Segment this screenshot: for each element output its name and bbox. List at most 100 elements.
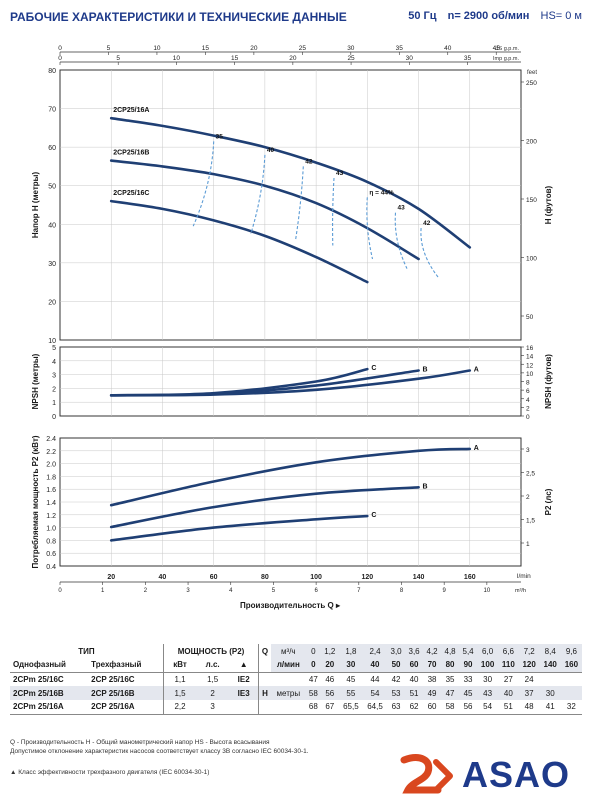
h-cell: 47 bbox=[308, 674, 318, 684]
y-tick-label: 40 bbox=[48, 222, 56, 229]
q-m3h-cell: 4,2 bbox=[423, 644, 442, 658]
q-m3h-cell: 8,4 bbox=[539, 644, 561, 658]
y-tick-label: 3 bbox=[52, 373, 56, 380]
y-axis-label-right: NPSH (футов) bbox=[544, 354, 553, 409]
y-axis-label: Потребляемая мощность P2 (кВт) bbox=[31, 435, 40, 568]
model-single: 2CPm 25/16C bbox=[13, 674, 64, 684]
q-m3h-cell: 1,8 bbox=[338, 644, 363, 658]
series-label: B bbox=[423, 366, 428, 373]
q-m3h-cell: 4,8 bbox=[441, 644, 460, 658]
bottom-axis-unit: m³/h bbox=[515, 588, 526, 594]
q-spacer bbox=[258, 658, 271, 672]
top-tick-label: 0 bbox=[58, 55, 62, 62]
y-axis-label-right: H (футов) bbox=[544, 185, 553, 224]
q-lmin-cell: 70 bbox=[423, 658, 442, 672]
top-tick-label: 30 bbox=[406, 55, 414, 62]
suction-height-label: HS= 0 м bbox=[540, 10, 583, 22]
series-label: A bbox=[474, 445, 479, 452]
h-cell: 35 bbox=[445, 674, 455, 684]
x-tick-label: 80 bbox=[261, 574, 269, 581]
q-m3h-cell: 0 bbox=[305, 644, 321, 658]
y-tick-label: 2.4 bbox=[46, 436, 56, 443]
right-tick-label: 1,5 bbox=[526, 518, 535, 525]
top-tick-label: 0 bbox=[58, 45, 62, 52]
right-tick-label: 150 bbox=[526, 197, 537, 204]
y-tick-label: 0.8 bbox=[46, 538, 56, 545]
efficiency-label: 40 bbox=[267, 147, 275, 154]
series-line bbox=[109, 199, 369, 284]
h-cell: 41 bbox=[545, 702, 555, 712]
power-kw: 1,5 bbox=[162, 686, 197, 700]
q-lmin-cell: 110 bbox=[498, 658, 519, 672]
q-m3h-cell: 3,6 bbox=[405, 644, 424, 658]
q-m3h-cell: 1,2 bbox=[320, 644, 339, 658]
plot-frame bbox=[59, 346, 522, 417]
x-tick-label: 20 bbox=[107, 574, 115, 581]
right-tick-label: 1 bbox=[526, 541, 530, 548]
q-m3h-cell: 9,6 bbox=[560, 644, 582, 658]
right-tick-label: 250 bbox=[526, 80, 537, 87]
q-lmin-cell: 20 bbox=[320, 658, 339, 672]
h-cell: 30 bbox=[483, 674, 493, 684]
y-axis-label-right: P2 (лс) bbox=[544, 488, 553, 515]
h-cell: 27 bbox=[503, 674, 513, 684]
efficiency-curve bbox=[366, 197, 374, 260]
footnote-legend: Q - Производительность H - Общий маномет… bbox=[10, 739, 270, 746]
h-cell: 42 bbox=[391, 674, 401, 684]
table-header-row-1: ТИП МОЩНОСТЬ (P2) Q м³/ч 0 1,2 1,8 2,4 3… bbox=[10, 644, 582, 658]
h-cell: 63 bbox=[391, 702, 401, 712]
efficiency-curve bbox=[250, 154, 266, 235]
h-cell: 44 bbox=[370, 674, 380, 684]
h-cell: 37 bbox=[518, 686, 540, 700]
logo-mark-icon bbox=[400, 754, 453, 794]
h-cell bbox=[560, 686, 582, 700]
h-cell: 68 bbox=[308, 702, 318, 712]
q-lmin-cell: 50 bbox=[387, 658, 406, 672]
y-tick-label: 1.4 bbox=[46, 500, 56, 507]
h-cell: 49 bbox=[423, 686, 442, 700]
data-table: ТИП МОЩНОСТЬ (P2) Q м³/ч 0 1,2 1,8 2,4 3… bbox=[10, 644, 582, 715]
table-row: 2CPm 25/16C 2CP 25/16C 1,1 1,5 IE2 47 46… bbox=[10, 672, 582, 686]
q-m3h-cell: 6,0 bbox=[477, 644, 499, 658]
footnote-tolerance: Допустимое отклонение характеристик насо… bbox=[10, 748, 309, 755]
series-label: B bbox=[423, 483, 428, 490]
h-cell: 48 bbox=[524, 702, 534, 712]
y-tick-label: 4 bbox=[52, 359, 56, 366]
h-cell: 51 bbox=[503, 702, 513, 712]
h-spacer bbox=[271, 672, 306, 686]
h-cell: 56 bbox=[320, 686, 339, 700]
frequency-label: 50 Гц bbox=[408, 10, 437, 22]
h-cell: 58 bbox=[305, 686, 321, 700]
efficiency-curve bbox=[420, 228, 440, 279]
y-tick-label: 1 bbox=[52, 400, 56, 407]
h-cell: 60 bbox=[427, 702, 437, 712]
y-tick-label: 5 bbox=[52, 345, 56, 352]
bottom-tick-label: 7 bbox=[357, 588, 361, 594]
h-cell: 51 bbox=[405, 686, 424, 700]
series-label: 2CP25/16B bbox=[113, 150, 149, 157]
x-tick-label: 140 bbox=[413, 574, 425, 581]
right-tick-label: 2 bbox=[526, 494, 530, 501]
q-label: Q bbox=[258, 644, 271, 658]
right-tick-label: 14 bbox=[526, 354, 534, 361]
model-three: 2CP 25/16B bbox=[88, 686, 164, 700]
h-cell: 64,5 bbox=[367, 702, 383, 712]
h-label: H bbox=[258, 686, 271, 700]
series-label: C bbox=[371, 365, 376, 372]
efficiency-label: 43 bbox=[336, 170, 344, 177]
y-tick-label: 1.0 bbox=[46, 526, 56, 533]
bottom-tick-label: 0 bbox=[58, 588, 62, 594]
efficiency-class-header: ▲ bbox=[239, 660, 248, 670]
series-label: A bbox=[474, 366, 479, 373]
h-cell: 38 bbox=[427, 674, 437, 684]
right-tick-label: 6 bbox=[526, 388, 530, 395]
model-single: 2CPm 25/16A bbox=[13, 702, 64, 712]
h-cell: 40 bbox=[498, 686, 519, 700]
top-tick-label: 15 bbox=[202, 45, 210, 52]
footnote-efficiency-class: ▲ Класс эффективности трехфазного двигат… bbox=[10, 769, 210, 776]
power-hp: 3 bbox=[210, 702, 215, 712]
q-m3h-cell: 2,4 bbox=[362, 644, 388, 658]
power-kw: 2,2 bbox=[162, 700, 197, 714]
bottom-tick-label: 2 bbox=[144, 588, 148, 594]
q-lmin-cell: 0 bbox=[305, 658, 321, 672]
